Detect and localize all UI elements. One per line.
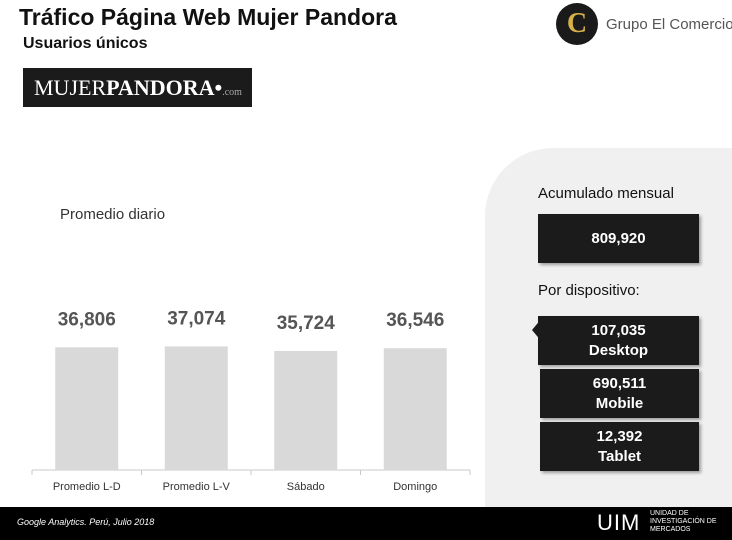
desktop-label: Desktop (588, 341, 649, 359)
selection-pointer-icon (532, 318, 542, 342)
mobile-value: 690,511 (592, 374, 647, 392)
bar-4 (383, 348, 447, 470)
chart-title: Promedio diario (60, 206, 165, 223)
x-tick-label: Sábado (287, 481, 325, 493)
daily-average-chart: Promedio diario 36,806 Promedio L-D 37,074 P… (0, 190, 480, 510)
bar-value-label: 36,546 (386, 310, 444, 331)
page-subtitle: Usuarios únicos (23, 35, 148, 52)
monthly-value: 809,920 (591, 229, 646, 247)
bar-3 (274, 350, 338, 470)
device-label: Por dispositivo: (538, 282, 640, 299)
footer-source: Google Analytics. Perú, Julio 2018 (17, 517, 155, 527)
x-tick-label: Promedio L-V (163, 481, 231, 493)
bar-value-label: 36,806 (58, 309, 116, 330)
bar-1 (55, 347, 119, 470)
uim-full-name: UNIDAD DE INVESTIGACIÓN DE MERCADOS (650, 510, 717, 533)
company-name: Grupo El Comercio (606, 15, 732, 33)
el-comercio-emblem-icon: C (556, 3, 598, 45)
mobile-label: Mobile (595, 394, 644, 412)
desktop-value: 107,035 (591, 321, 646, 339)
logo-part-2: PANDORA (106, 75, 215, 100)
monthly-value-box: 809,920 (538, 214, 699, 263)
page-title: Tráfico Página Web Mujer Pandora (19, 4, 397, 30)
logo-suffix: .com (222, 87, 242, 98)
device-box-tablet: 12,392 Tablet (540, 422, 699, 471)
uim-logo: UIM (597, 510, 641, 535)
tablet-value: 12,392 (596, 427, 643, 445)
bar-2 (164, 346, 228, 470)
monthly-label: Acumulado mensual (538, 185, 674, 202)
device-box-desktop: 107,035 Desktop (538, 316, 699, 365)
grupo-el-comercio-logo: C Grupo El Comercio (556, 3, 732, 45)
x-tick-label: Domingo (393, 481, 437, 493)
device-box-mobile: 690,511 Mobile (540, 369, 699, 418)
x-tick-label: Promedio L-D (53, 481, 121, 493)
bar-value-label: 35,724 (277, 313, 336, 334)
emblem-letter: C (566, 8, 588, 39)
mujer-pandora-logo: MUJERPANDORA•.com (23, 68, 252, 107)
logo-dot: • (214, 75, 223, 100)
footer-bar: Google Analytics. Perú, Julio 2018 UIM U… (0, 507, 732, 540)
logo-part-1: MUJER (34, 75, 107, 100)
bar-chart-svg: Promedio diario 36,806 Promedio L-D 37,074 P… (31, 206, 471, 493)
tablet-label: Tablet (597, 447, 642, 465)
bar-value-label: 37,074 (167, 308, 226, 329)
